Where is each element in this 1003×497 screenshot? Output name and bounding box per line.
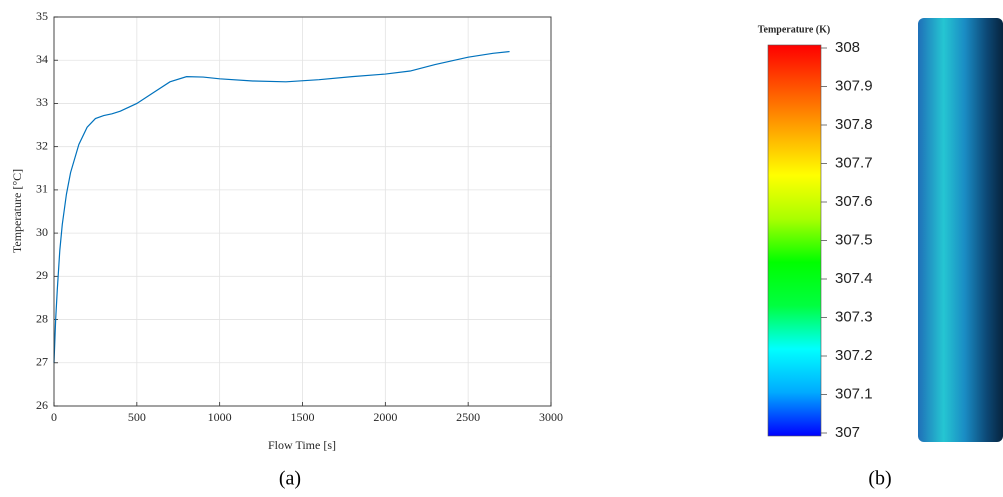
colorbar-tick-label: 308 — [835, 39, 860, 56]
colorbar-tick-label: 307.9 — [835, 77, 873, 94]
x-tick-label: 1000 — [208, 410, 232, 424]
x-tick-label: 500 — [128, 410, 146, 424]
colorbar-tick-label: 307.6 — [835, 193, 873, 210]
colorbar-tick-label: 307.7 — [835, 154, 873, 171]
y-tick-label: 29 — [36, 268, 48, 282]
caption: (b) — [868, 468, 891, 490]
y-tick-label: 33 — [36, 95, 48, 109]
x-tick-label: 1500 — [291, 410, 315, 424]
x-tick-label: 2500 — [456, 410, 480, 424]
y-tick-label: 30 — [36, 225, 48, 239]
caption: (a) — [279, 468, 301, 490]
y-tick-label: 27 — [36, 355, 48, 369]
x-axis-label: Flow Time [s] — [268, 438, 336, 452]
colorbar-tick-label: 307.5 — [835, 231, 873, 248]
cylinder — [918, 18, 1003, 442]
y-tick-label: 32 — [36, 138, 48, 152]
x-tick-label: 2000 — [373, 410, 397, 424]
figure: Flow Time [s] Temperature [°C] (a) Tempe… — [0, 0, 1003, 497]
y-tick-label: 31 — [36, 182, 48, 196]
colorbar — [768, 45, 821, 436]
colorbar-tick-label: 307.3 — [835, 308, 873, 325]
y-tick-label: 28 — [36, 311, 48, 325]
y-axis-label: Temperature [°C] — [10, 169, 24, 253]
colorbar-tick-label: 307 — [835, 424, 860, 441]
cylinder-body — [918, 18, 1003, 442]
x-tick-label: 0 — [51, 410, 57, 424]
colorbar-title: Temperature (K) — [758, 24, 831, 35]
y-tick-label: 34 — [36, 52, 48, 66]
y-tick-label: 35 — [36, 9, 48, 23]
colorbar-tick-label: 307.2 — [835, 347, 873, 364]
colorbar-tick-label: 307.8 — [835, 116, 873, 133]
y-tick-label: 26 — [36, 398, 48, 412]
colorbar-tick-label: 307.1 — [835, 385, 873, 402]
x-tick-label: 3000 — [539, 410, 563, 424]
colorbar-tick-label: 307.4 — [835, 270, 873, 287]
